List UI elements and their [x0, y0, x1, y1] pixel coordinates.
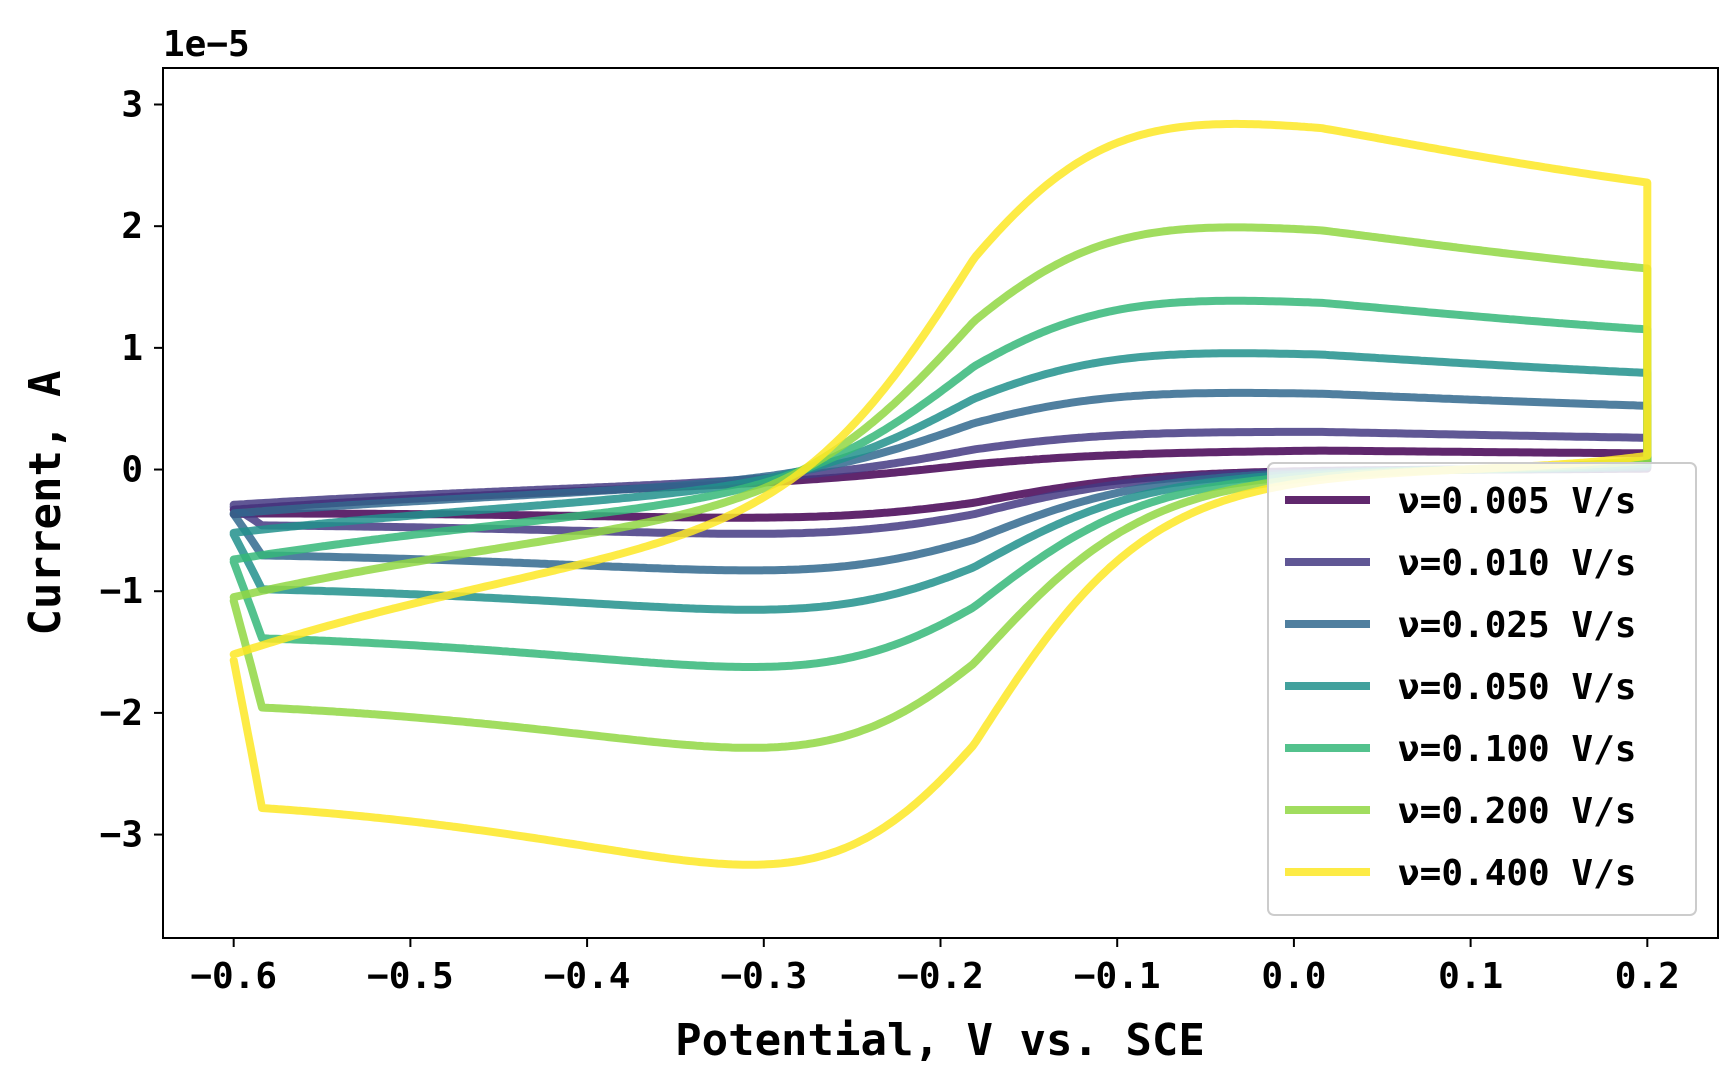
- x-tick-label: −0.2: [897, 956, 984, 997]
- legend-label: ν=0.010 V/s: [1398, 543, 1636, 584]
- x-tick-label: −0.1: [1074, 956, 1161, 997]
- x-tick-label: −0.5: [367, 956, 454, 997]
- y-tick-label: 2: [121, 206, 143, 247]
- y-tick-label: −2: [100, 693, 143, 734]
- y-tick-label: −1: [100, 571, 143, 612]
- y-tick-label: 3: [121, 85, 143, 126]
- x-tick-label: 0.1: [1438, 956, 1503, 997]
- legend: ν=0.005 V/s ν=0.010 V/s ν=0.025 V/s ν=0.050…: [1267, 462, 1697, 916]
- y-offset-label: 1e−5: [163, 24, 250, 65]
- legend-label: ν=0.100 V/s: [1398, 729, 1636, 770]
- x-tick-label: 0.2: [1615, 956, 1680, 997]
- y-tick-label: 1: [121, 328, 143, 369]
- x-axis: −0.6 −0.5 −0.4 −0.3 −0.2 −0.1 0.0 0.1 0.2: [190, 938, 1680, 997]
- y-tick-label: 0: [121, 450, 143, 491]
- y-axis-title: Current, A: [20, 371, 71, 636]
- y-axis: −3 −2 −1 0 1 2 3: [100, 85, 163, 856]
- x-tick-label: −0.4: [544, 956, 631, 997]
- series-line: [229, 119, 1652, 869]
- legend-label: ν=0.200 V/s: [1398, 791, 1636, 832]
- legend-label: ν=0.005 V/s: [1398, 481, 1636, 522]
- x-tick-label: 0.0: [1261, 956, 1326, 997]
- x-tick-label: −0.3: [720, 956, 807, 997]
- curves-group: [229, 119, 1652, 869]
- legend-label: ν=0.025 V/s: [1398, 605, 1636, 646]
- x-tick-label: −0.6: [190, 956, 277, 997]
- x-axis-title: Potential, V vs. SCE: [675, 1015, 1205, 1066]
- y-tick-label: −3: [100, 815, 143, 856]
- legend-box: [1267, 462, 1697, 916]
- legend-label: ν=0.400 V/s: [1398, 853, 1636, 894]
- legend-label: ν=0.050 V/s: [1398, 667, 1636, 708]
